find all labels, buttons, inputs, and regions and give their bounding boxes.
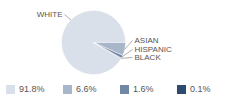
html-text:1.6%: 1.6% bbox=[133, 84, 154, 94]
svg-text:ASIAN: ASIAN bbox=[135, 36, 159, 45]
svg-text:WHITE: WHITE bbox=[37, 10, 63, 19]
html-text:91.8%: 91.8% bbox=[19, 84, 45, 94]
svg-text:HISPANIC: HISPANIC bbox=[134, 45, 172, 55]
html-text:6.6%: 6.6% bbox=[76, 84, 97, 94]
svg-text:BLACK: BLACK bbox=[135, 53, 162, 62]
html-text:0.1%: 0.1% bbox=[190, 84, 211, 94]
